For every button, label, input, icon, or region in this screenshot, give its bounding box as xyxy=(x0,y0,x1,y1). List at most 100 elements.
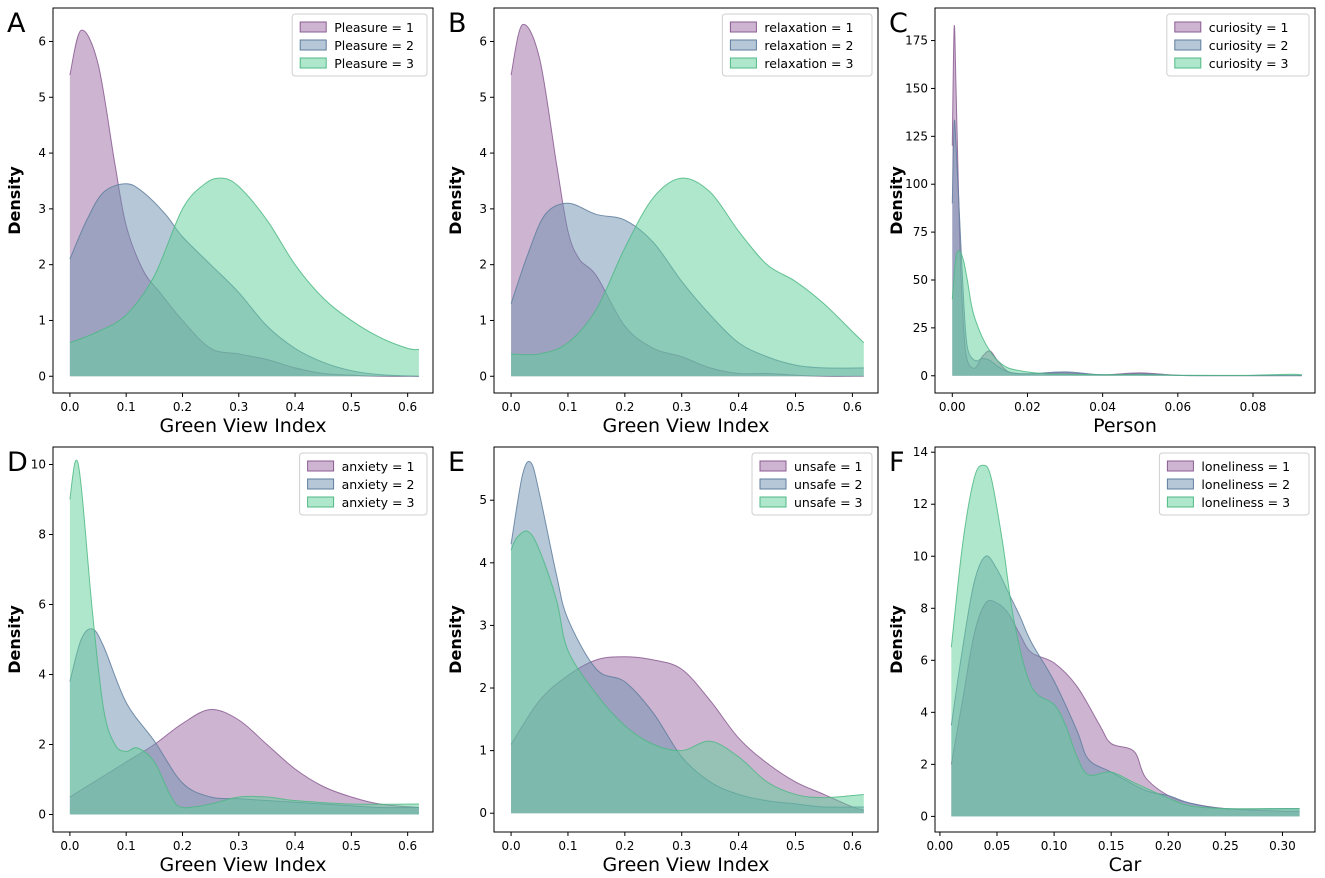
y-axis-label: Density xyxy=(5,605,24,674)
legend: Pleasure = 1 Pleasure = 2 Pleasure = 3 xyxy=(291,13,428,77)
density-area-3 xyxy=(952,250,1302,376)
x-tick-label: 0.6 xyxy=(398,400,417,414)
density-line-2 xyxy=(951,119,1302,377)
y-tick-label: 2 xyxy=(479,681,487,695)
y-tick-label: 150 xyxy=(905,81,928,95)
x-tick-label: 0.00 xyxy=(939,400,966,414)
legend-label-3: Pleasure = 3 xyxy=(334,56,414,71)
x-tick-label: 0.04 xyxy=(1089,400,1116,414)
panel-c: 0.00 0.02 0.04 0.06 0.08 0 25 50 75 100 125 150 175 P… xyxy=(887,7,1316,437)
legend-label-3: loneliness = 3 xyxy=(1201,495,1290,510)
density-area-1 xyxy=(952,25,1302,376)
legend-swatch-2 xyxy=(307,478,335,490)
legend-label-1: unsafe = 1 xyxy=(794,459,862,474)
panel-letter: E xyxy=(448,447,465,478)
plot-area xyxy=(69,459,419,815)
y-tick-label: 4 xyxy=(920,705,928,719)
legend-label-2: loneliness = 2 xyxy=(1201,477,1290,492)
x-tick-label: 0.0 xyxy=(502,400,521,414)
y-tick-label: 6 xyxy=(38,34,46,48)
x-tick-label: 0.1 xyxy=(558,839,577,853)
x-tick-label: 0.4 xyxy=(729,839,748,853)
x-tick-label: 0.25 xyxy=(1212,839,1239,853)
y-tick-label: 4 xyxy=(38,668,46,682)
x-tick-label: 0.08 xyxy=(1240,400,1267,414)
x-axis-label: Green View Index xyxy=(602,415,769,437)
y-tick-label: 0 xyxy=(38,369,46,383)
panel-a: 0.0 0.1 0.2 0.3 0.4 0.5 0.6 0 1 2 3 4 5 6 Green View I… xyxy=(5,7,434,437)
y-tick-label: 3 xyxy=(479,618,487,632)
panel-e: 0.0 0.1 0.2 0.3 0.4 0.5 0.6 0 1 2 3 4 5 Green View In… xyxy=(446,446,879,876)
legend-swatch-1 xyxy=(1174,21,1202,33)
density-area-3 xyxy=(69,460,419,815)
legend-swatch-1 xyxy=(299,21,327,33)
x-tick-label: 0.0 xyxy=(60,839,79,853)
y-tick-label: 4 xyxy=(479,556,487,570)
legend-swatch-3 xyxy=(1166,496,1194,508)
x-tick-label: 0.05 xyxy=(984,839,1011,853)
legend: unsafe = 1 unsafe = 2 unsafe = 3 xyxy=(751,452,873,516)
x-axis-label: Person xyxy=(1093,415,1157,437)
density-line-3 xyxy=(951,250,1302,376)
y-tick-label: 5 xyxy=(479,90,487,104)
x-tick-label: 0.20 xyxy=(1155,839,1182,853)
x-tick-label: 0.5 xyxy=(786,839,805,853)
x-axis-label: Green View Index xyxy=(159,854,326,876)
y-tick-label: 4 xyxy=(479,146,487,160)
y-tick-label: 4 xyxy=(38,146,46,160)
y-axis-label: Density xyxy=(5,166,24,235)
x-tick-label: 0.6 xyxy=(398,839,417,853)
y-axis-label: Density xyxy=(887,166,906,235)
x-tick-label: 0.4 xyxy=(286,400,305,414)
x-axis-label: Car xyxy=(1109,854,1142,876)
x-tick-label: 0.3 xyxy=(672,400,691,414)
x-tick-label: 0.10 xyxy=(1041,839,1068,853)
y-tick-label: 0 xyxy=(479,806,487,820)
legend-swatch-2 xyxy=(759,478,787,490)
y-tick-label: 2 xyxy=(920,757,928,771)
legend-swatch-3 xyxy=(729,57,757,69)
legend-label-2: curiosity = 2 xyxy=(1209,38,1289,53)
y-tick-label: 25 xyxy=(913,321,928,335)
legend-label-2: anxiety = 2 xyxy=(342,477,415,492)
legend-swatch-2 xyxy=(1166,478,1194,490)
legend-label-3: curiosity = 3 xyxy=(1209,56,1289,71)
x-tick-label: 0.1 xyxy=(117,400,136,414)
x-tick-label: 0.3 xyxy=(229,400,248,414)
legend-label-3: anxiety = 3 xyxy=(342,495,415,510)
axes-frame xyxy=(934,7,1316,394)
legend-swatch-1 xyxy=(759,460,787,472)
legend: anxiety = 1 anxiety = 2 anxiety = 3 xyxy=(299,452,428,516)
y-tick-label: 2 xyxy=(38,738,46,752)
axes-frame xyxy=(493,7,879,394)
x-tick-label: 0.2 xyxy=(173,839,192,853)
legend-swatch-2 xyxy=(729,39,757,51)
y-tick-label: 100 xyxy=(905,177,928,191)
panel-letter: C xyxy=(889,8,908,39)
x-tick-label: 0.2 xyxy=(173,400,192,414)
y-axis-label: Density xyxy=(446,166,465,235)
y-tick-label: 12 xyxy=(913,497,928,511)
x-tick-label: 0.3 xyxy=(672,839,691,853)
y-tick-label: 1 xyxy=(38,313,46,327)
legend-label-1: loneliness = 1 xyxy=(1201,459,1290,474)
y-tick-label: 6 xyxy=(920,653,928,667)
legend-swatch-1 xyxy=(1166,460,1194,472)
y-tick-label: 8 xyxy=(920,601,928,615)
density-line-3 xyxy=(69,177,419,351)
x-tick-label: 0.5 xyxy=(342,400,361,414)
legend-label-3: relaxation = 3 xyxy=(764,56,853,71)
x-axis-label: Green View Index xyxy=(159,415,326,437)
legend-label-1: relaxation = 1 xyxy=(764,20,853,35)
x-tick-label: 0.0 xyxy=(60,400,79,414)
y-tick-label: 0 xyxy=(38,808,46,822)
panel-f: 0.00 0.05 0.10 0.15 0.20 0.25 0.30 0 2 4 6 8 10 12 14 C… xyxy=(887,445,1316,876)
legend-label-2: relaxation = 2 xyxy=(764,38,853,53)
panel-d: 0.0 0.1 0.2 0.3 0.4 0.5 0.6 0 2 4 6 8 10 Green View I… xyxy=(5,446,434,876)
y-tick-label: 175 xyxy=(905,34,928,48)
x-tick-label: 0.4 xyxy=(729,400,748,414)
legend-label-1: anxiety = 1 xyxy=(342,459,415,474)
panel-letter: F xyxy=(889,447,905,478)
density-area-3 xyxy=(511,178,864,377)
